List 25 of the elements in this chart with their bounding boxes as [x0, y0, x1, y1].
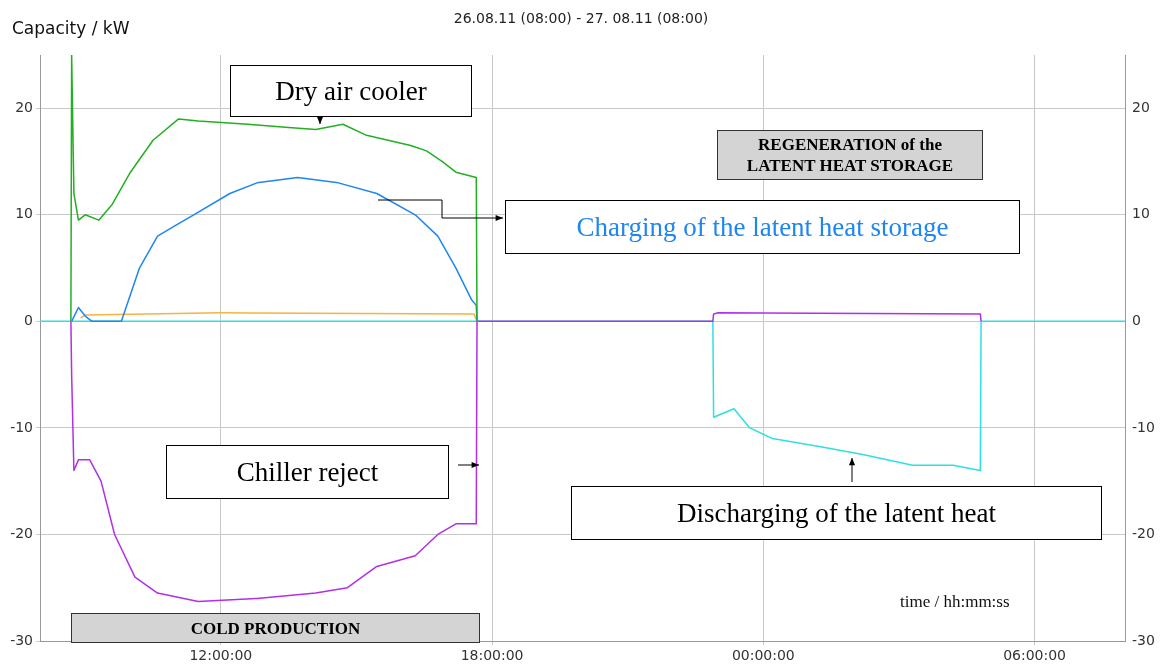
x-tick-label: 00:00:00 [731, 647, 795, 664]
y-tick-label: 20 [15, 98, 33, 115]
chart-title: 26.08.11 (08:00) - 27. 08.11 (08:00) [453, 10, 709, 26]
label-box: COLD PRODUCTION [71, 613, 480, 643]
callout-box: Chiller reject [166, 445, 449, 499]
y2-tick-label: -20 [1132, 525, 1155, 542]
callout-box: Discharging of the latent heat [571, 486, 1102, 540]
y-tick-label: -20 [10, 525, 33, 542]
y2-tick-label: 20 [1132, 98, 1150, 115]
y-axis-title: Capacity / kW [12, 18, 130, 38]
y2-tick-label: -30 [1132, 631, 1155, 648]
x-tick-label: 18:00:00 [460, 647, 524, 664]
callout-box: Dry air cooler [230, 65, 472, 117]
y-tick-label: 0 [24, 312, 33, 328]
x-axis-title: time / hh:mm:ss [900, 592, 1010, 612]
y-tick-label: -30 [10, 631, 33, 648]
x-tick-label: 12:00:00 [189, 647, 253, 664]
y2-tick-label: 10 [1132, 205, 1150, 222]
y-tick-label: -10 [10, 418, 33, 435]
callout-box: Charging of the latent heat storage [505, 200, 1020, 254]
y2-tick-label: 0 [1132, 312, 1141, 328]
label-box: REGENERATION of the LATENT HEAT STORAGE [717, 130, 983, 180]
x-tick-label: 06:00:00 [1003, 647, 1067, 664]
y2-tick-label: -10 [1132, 418, 1155, 435]
y-tick-label: 10 [15, 205, 33, 222]
